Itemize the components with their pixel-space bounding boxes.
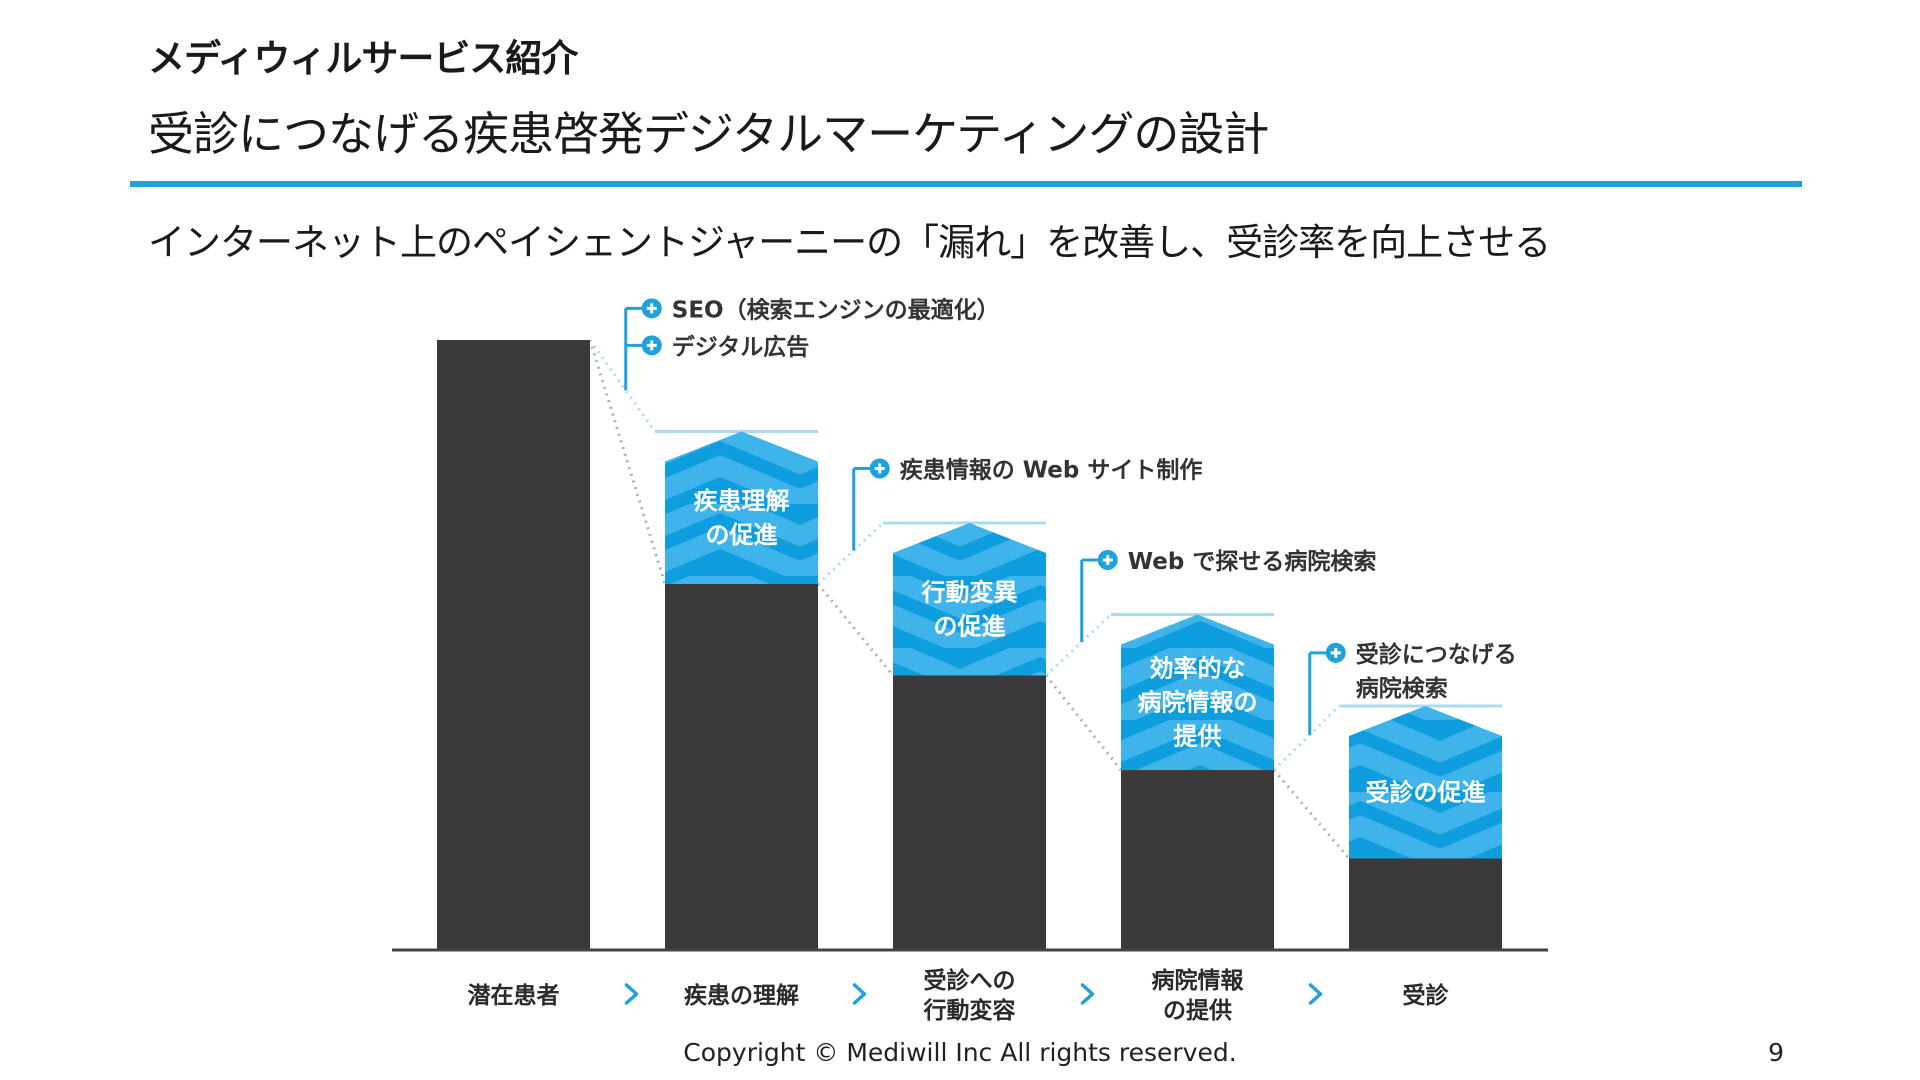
boost-label-3-1: 病院情報の bbox=[1138, 688, 1258, 716]
bar-0 bbox=[437, 340, 590, 950]
page-title: 受診につなげる疾患啓発デジタルマーケティングの設計 bbox=[148, 107, 1269, 161]
potential-line-3 bbox=[1272, 704, 1341, 772]
callout-text-0-1-0: デジタル広告 bbox=[672, 333, 810, 360]
chevron-right-icon bbox=[1080, 983, 1095, 1005]
category-label-2-0: 受診への bbox=[924, 967, 1016, 994]
decline-line-2 bbox=[1044, 674, 1123, 771]
boost-label-2-1: の促進 bbox=[934, 612, 1006, 640]
category-label-2-1: 行動変容 bbox=[923, 997, 1016, 1024]
title-divider bbox=[130, 181, 1802, 187]
decline-line-0 bbox=[588, 339, 667, 585]
potential-line-0 bbox=[588, 339, 657, 433]
boost-label-4-0: 受診の促進 bbox=[1366, 778, 1486, 806]
section-title: メディウィルサービス紹介 bbox=[148, 37, 578, 80]
plus-icon bbox=[1102, 554, 1113, 565]
boost-chevron-2 bbox=[893, 523, 1046, 676]
category-label-4-0: 受診 bbox=[1403, 982, 1450, 1009]
chevron-right-icon bbox=[852, 983, 867, 1005]
category-label-3-1: の提供 bbox=[1163, 997, 1232, 1024]
callout-text-3-0-1: 病院検索 bbox=[1356, 675, 1448, 702]
page-subtitle: インターネット上のペイシェントジャーニーの「漏れ」を改善し、受診率を向上させる bbox=[148, 221, 1551, 264]
plus-icon bbox=[646, 340, 657, 351]
bar-4 bbox=[1349, 858, 1502, 950]
decline-line-1 bbox=[816, 583, 895, 677]
potential-line-1 bbox=[816, 521, 885, 586]
potential-line-2 bbox=[1044, 613, 1113, 677]
bar-3 bbox=[1121, 770, 1274, 950]
callout-text-0-0-0: SEO（検索エンジンの最適化） bbox=[672, 296, 1000, 323]
boost-label-1-1: の促進 bbox=[706, 521, 778, 549]
plus-icon bbox=[646, 303, 657, 314]
category-label-0-0: 潜在患者 bbox=[468, 982, 560, 1009]
boost-label-3-2: 提供 bbox=[1174, 722, 1222, 750]
page-number: 9 bbox=[1768, 1038, 1784, 1067]
chevron-right-icon bbox=[624, 983, 639, 1005]
boost-label-1-0: 疾患理解 bbox=[694, 487, 790, 515]
callout-text-3-0-0: 受診につなげる bbox=[1356, 641, 1517, 668]
callout-text-1-0-0: 疾患情報の Web サイト制作 bbox=[900, 456, 1203, 483]
bar-2 bbox=[893, 675, 1046, 950]
bar-1 bbox=[665, 584, 818, 950]
decline-line-3 bbox=[1272, 769, 1351, 860]
boost-chevron-3 bbox=[1121, 614, 1274, 771]
chevron-right-icon bbox=[1308, 983, 1323, 1005]
boost-label-2-0: 行動変異 bbox=[921, 578, 1018, 606]
plus-icon bbox=[874, 463, 885, 474]
footer-copyright: Copyright © Mediwill Inc All rights rese… bbox=[683, 1038, 1237, 1067]
boost-chevron-4 bbox=[1349, 706, 1502, 859]
category-label-1-0: 疾患の理解 bbox=[684, 982, 799, 1009]
boost-label-3-0: 効率的な bbox=[1150, 654, 1246, 682]
callout-text-2-0-0: Web で探せる病院検索 bbox=[1128, 548, 1377, 575]
boost-chevron-1 bbox=[665, 431, 818, 584]
plus-icon bbox=[1330, 647, 1341, 658]
category-label-3-0: 病院情報 bbox=[1152, 967, 1245, 994]
